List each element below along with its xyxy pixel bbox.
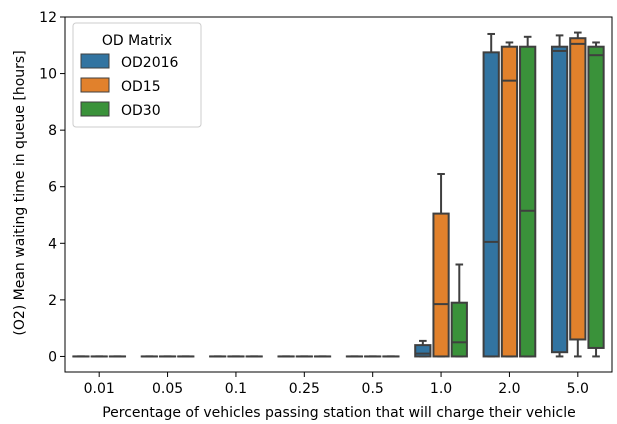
box-iqr <box>569 37 587 341</box>
box-iqr <box>500 45 519 358</box>
y-tick-label: 8 <box>48 123 57 139</box>
y-tick-label: 12 <box>39 10 57 26</box>
legend-frame <box>72 22 202 128</box>
box-od2016-2.0 <box>482 32 500 358</box>
box-od15-2.0 <box>500 41 519 358</box>
legend-title: OD Matrix <box>102 33 172 49</box>
legend-entry-od30: OD30 <box>121 103 161 119</box>
x-axis-label: Percentage of vehicles passing station t… <box>102 405 576 421</box>
box-iqr <box>450 301 468 358</box>
x-tick-label: 0.5 <box>362 381 384 397</box>
x-axis: 0.01 0.05 0.1 0.25 0.5 1.0 2.0 5.0 <box>84 372 589 397</box>
x-tick-label: 5.0 <box>567 381 589 397</box>
x-tick-label: 0.25 <box>289 381 320 397</box>
legend-swatch <box>80 53 110 69</box>
box-od2016-1.0 <box>414 339 432 358</box>
legend-entry-od2016: OD2016 <box>121 55 179 71</box>
legend-swatch <box>80 77 110 93</box>
box-od2016-5.0 <box>550 34 569 358</box>
x-tick-label: 0.05 <box>152 381 183 397</box>
box-iqr <box>414 344 432 358</box>
y-axis: 0 2 4 6 8 10 12 <box>39 10 65 365</box>
box-iqr <box>482 51 500 358</box>
x-tick-label: 0.1 <box>225 381 247 397</box>
x-tick-label: 0.01 <box>84 381 115 397</box>
legend-entry-od15: OD15 <box>121 79 161 95</box>
y-tick-label: 6 <box>48 180 57 196</box>
box-iqr <box>587 45 605 349</box>
plot-area <box>72 31 605 358</box>
y-tick-label: 0 <box>48 349 57 365</box>
x-tick-label: 2.0 <box>498 381 520 397</box>
y-tick-label: 4 <box>48 236 57 252</box>
y-tick-label: 2 <box>48 293 57 309</box>
box-iqr <box>550 45 569 354</box>
y-axis-label: (O2) Mean waiting time in queue [hours] <box>12 50 28 335</box>
box-od15-5.0 <box>569 31 587 358</box>
axes-frame <box>64 16 613 373</box>
box-iqr <box>519 45 537 358</box>
box-od30-1.0 <box>450 263 468 358</box>
box-od30-5.0 <box>587 41 605 358</box>
y-tick-label: 10 <box>39 67 57 83</box>
box-iqr <box>432 212 450 358</box>
box-od15-1.0 <box>432 172 450 358</box>
legend-swatch <box>80 101 110 117</box>
box-od30-2.0 <box>519 35 537 358</box>
x-tick-label: 1.0 <box>430 381 452 397</box>
legend: OD Matrix OD2016 OD15 OD30 <box>72 22 202 128</box>
